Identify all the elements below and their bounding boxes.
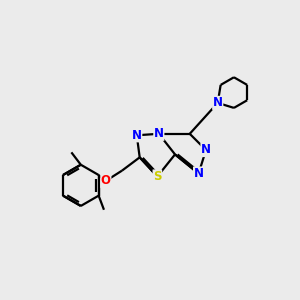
Text: N: N [213,96,223,110]
Text: N: N [201,143,211,157]
Text: S: S [153,170,162,183]
Text: N: N [194,167,204,180]
Text: O: O [101,174,111,188]
Text: N: N [132,129,142,142]
Text: N: N [154,127,164,140]
